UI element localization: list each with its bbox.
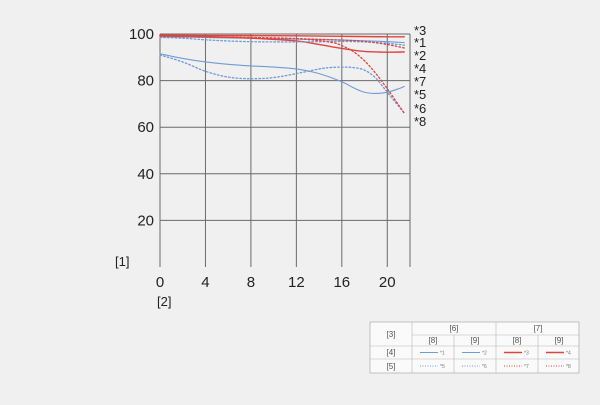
legend-table: [3] [6] [7] [8] [9] [8] [9] [4] [5] *1 *2… (369, 321, 580, 374)
legend-entry-label: *4 (566, 351, 571, 357)
legend-group-b: [7] (534, 324, 543, 333)
curve-label: *5 (414, 87, 426, 102)
legend-group-a: [6] (450, 324, 459, 333)
legend-row-2: [5] (387, 362, 396, 371)
curve-label: *2 (414, 48, 426, 63)
x-tick-label: 8 (247, 274, 255, 291)
legend-sub-b2: [9] (555, 336, 564, 345)
curve-label: *8 (414, 114, 426, 129)
x-tick-label: 4 (201, 274, 209, 291)
legend-swatches: *1 *2 *3 *4 *5 *6 *7 *8 (420, 351, 571, 370)
x-tick-label: 20 (379, 274, 396, 291)
curve-labels: *3*1*2*4*7*5*6*8 (414, 23, 426, 129)
y-tick-label: 80 (137, 73, 154, 90)
series-line-3 (159, 34, 406, 38)
y-axis-marker: [1] (115, 254, 129, 269)
legend-entry-label: *6 (482, 364, 487, 370)
y-tick-label: 20 (137, 212, 154, 229)
legend-entry-label: *1 (440, 351, 445, 357)
x-axis-marker: [2] (157, 294, 171, 309)
legend-row-1: [4] (387, 348, 396, 357)
curve-label: *1 (414, 35, 426, 50)
legend-entry-label: *8 (566, 364, 571, 370)
legend-entry-label: *5 (440, 364, 445, 370)
x-tick-label: 0 (156, 274, 164, 291)
legend-sub-a1: [8] (429, 336, 438, 345)
legend-entry-label: *2 (482, 351, 487, 357)
y-tick-label: 100 (129, 26, 154, 43)
grid (159, 33, 411, 267)
tick-labels: 0 4 8 12 16 20 20 40 60 80 100 (129, 26, 396, 291)
y-tick-label: 40 (137, 166, 154, 183)
legend-border (369, 321, 580, 374)
series-line-6 (159, 54, 405, 114)
legend-entry-label: *7 (524, 364, 529, 370)
legend-sub-a2: [9] (471, 336, 480, 345)
curve-label: *6 (414, 101, 426, 116)
legend-sub-b1: [8] (513, 336, 522, 345)
series-lines (159, 34, 406, 114)
x-tick-label: 12 (288, 274, 305, 291)
curve-label: *7 (414, 74, 426, 89)
y-tick-label: 60 (137, 119, 154, 136)
curve-label: *3 (414, 23, 426, 38)
series-line-2 (159, 53, 405, 94)
curve-label: *4 (414, 61, 426, 76)
x-tick-label: 16 (333, 274, 350, 291)
series-line-8 (159, 35, 405, 114)
legend-corner-label: [3] (387, 330, 396, 339)
legend-entry-label: *3 (524, 351, 529, 357)
